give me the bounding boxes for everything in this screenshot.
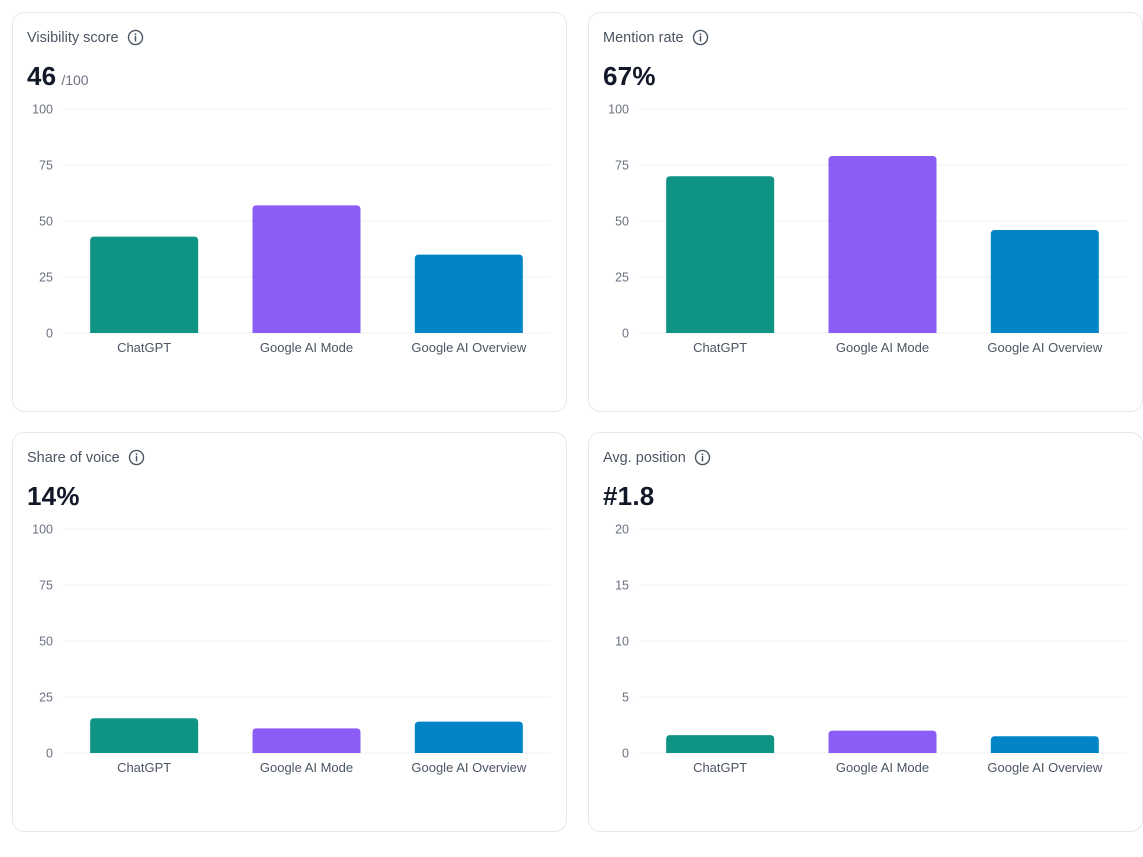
- metric-value: #1.8: [603, 481, 655, 511]
- x-tick-label: ChatGPT: [693, 340, 747, 355]
- y-tick-label: 5: [622, 691, 629, 705]
- metric-value: 14%: [27, 481, 80, 511]
- y-tick-label: 75: [39, 579, 53, 593]
- card-title: Avg. position: [603, 449, 686, 466]
- bar: [666, 176, 775, 333]
- share-of-voice-card: Share of voice 14% 0 25 50 75 100 ChatGPT Goog…: [12, 432, 567, 832]
- metric: 46 /100: [27, 61, 89, 92]
- card-header: Visibility score: [27, 29, 144, 46]
- card-title: Mention rate: [603, 29, 684, 46]
- y-tick-label: 50: [615, 215, 629, 229]
- info-icon[interactable]: [128, 449, 145, 466]
- y-tick-label: 25: [39, 271, 53, 285]
- y-tick-label: 100: [608, 103, 629, 117]
- x-tick-label: Google AI Overview: [411, 340, 526, 355]
- x-tick-label: Google AI Overview: [987, 340, 1102, 355]
- bar: [414, 254, 523, 333]
- x-tick-label: Google AI Overview: [411, 760, 526, 775]
- metric: #1.8: [603, 481, 659, 512]
- metric: 67%: [603, 61, 661, 92]
- bar: [90, 236, 199, 333]
- bar: [666, 735, 775, 753]
- card-header: Avg. position: [603, 449, 711, 466]
- metric-suffix: /100: [61, 72, 89, 88]
- x-tick-label: Google AI Overview: [987, 760, 1102, 775]
- visibility-score-card: Visibility score 46 /100 0 25 50 75 100 ChatG…: [12, 12, 567, 412]
- card-header: Mention rate: [603, 29, 709, 46]
- y-tick-label: 0: [622, 747, 629, 761]
- metric-value: 46: [27, 61, 57, 91]
- y-tick-label: 100: [32, 103, 53, 117]
- bar-chart: 0 25 50 75 100 ChatGPT Google AI Mode Google AI…: [608, 103, 1126, 355]
- x-tick-label: Google AI Mode: [260, 760, 353, 775]
- bar: [828, 730, 937, 753]
- y-tick-label: 50: [39, 215, 53, 229]
- mention-rate-card: Mention rate 67% 0 25 50 75 100 ChatGPT Google…: [588, 12, 1143, 412]
- card-title: Share of voice: [27, 449, 120, 466]
- bar-chart: 0 25 50 75 100 ChatGPT Google AI Mode Google AI…: [32, 103, 550, 355]
- metric: 14%: [27, 481, 85, 512]
- info-icon[interactable]: [692, 29, 709, 46]
- y-tick-label: 0: [46, 747, 53, 761]
- metric-value: 67%: [603, 61, 656, 91]
- y-tick-label: 75: [615, 159, 629, 173]
- y-tick-label: 10: [615, 635, 629, 649]
- y-tick-label: 15: [615, 579, 629, 593]
- y-tick-label: 0: [622, 327, 629, 341]
- bar-chart: 0 5 10 15 20 ChatGPT Google AI Mode Google AI O…: [615, 523, 1126, 775]
- bar: [252, 205, 361, 333]
- x-tick-label: ChatGPT: [117, 340, 171, 355]
- x-tick-label: ChatGPT: [117, 760, 171, 775]
- y-tick-label: 50: [39, 635, 53, 649]
- y-tick-label: 25: [39, 691, 53, 705]
- info-icon[interactable]: [694, 449, 711, 466]
- y-tick-label: 20: [615, 523, 629, 537]
- bar: [414, 721, 523, 753]
- bar: [252, 728, 361, 753]
- bar: [990, 229, 1099, 333]
- card-title: Visibility score: [27, 29, 119, 46]
- bar-chart: 0 25 50 75 100 ChatGPT Google AI Mode Google AI…: [32, 523, 550, 775]
- x-tick-label: ChatGPT: [693, 760, 747, 775]
- avg-position-card: Avg. position #1.8 0 5 10 15 20 ChatGPT Google…: [588, 432, 1143, 832]
- y-tick-label: 0: [46, 327, 53, 341]
- x-tick-label: Google AI Mode: [260, 340, 353, 355]
- bar: [990, 736, 1099, 753]
- y-tick-label: 25: [615, 271, 629, 285]
- bar: [90, 718, 199, 753]
- y-tick-label: 75: [39, 159, 53, 173]
- x-tick-label: Google AI Mode: [836, 760, 929, 775]
- info-icon[interactable]: [127, 29, 144, 46]
- x-tick-label: Google AI Mode: [836, 340, 929, 355]
- y-tick-label: 100: [32, 523, 53, 537]
- card-header: Share of voice: [27, 449, 145, 466]
- bar: [828, 156, 937, 333]
